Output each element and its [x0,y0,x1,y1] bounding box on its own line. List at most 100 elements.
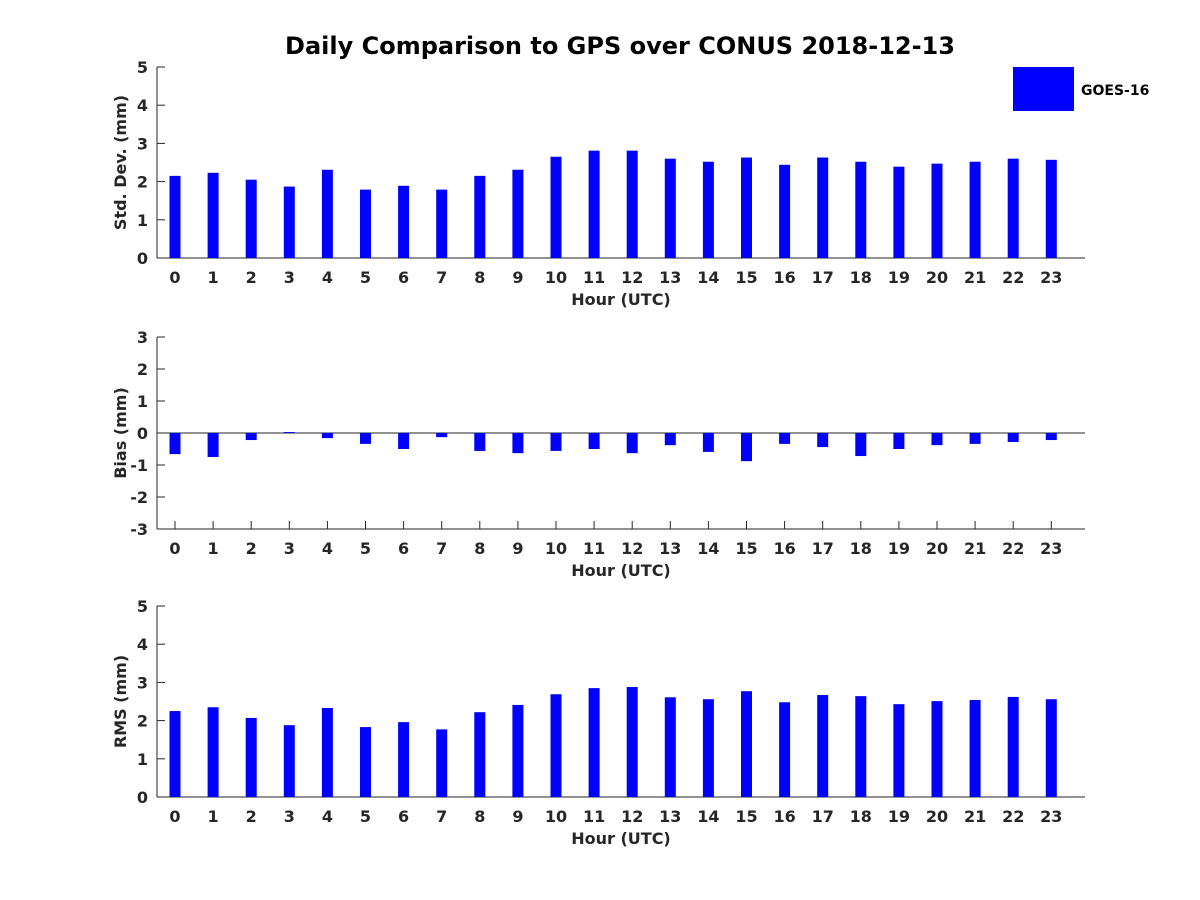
x-tick-label: 22 [1002,539,1024,558]
bar-hour-2 [245,433,257,441]
bar-hour-12 [626,433,638,454]
x-tick-label: 20 [926,539,948,558]
y-tick-label: 4 [137,635,148,654]
bar-hour-20 [931,163,943,258]
x-tick-label: 17 [812,268,834,287]
bar-hour-17 [817,433,829,448]
x-tick-label: 13 [659,539,681,558]
y-tick-label: 1 [137,211,148,230]
x-tick-label: 21 [964,539,986,558]
x-tick-label: 18 [850,539,872,558]
x-tick-label: 1 [208,539,219,558]
x-tick-label: 6 [398,268,409,287]
bar-hour-13 [664,433,676,446]
chart-title: Daily Comparison to GPS over CONUS 2018-… [285,32,955,60]
bar-hour-0 [169,433,181,455]
x-tick-label: 4 [322,807,333,826]
x-tick-label: 12 [621,539,643,558]
bar-hour-14 [702,433,714,452]
bar-hour-15 [741,433,752,462]
bar-hour-18 [855,696,867,797]
y-tick-label: 2 [137,360,148,379]
x-tick-label: 14 [697,539,719,558]
bar-hour-10 [550,433,562,451]
x-tick-label: 18 [850,807,872,826]
bar-hour-0 [169,711,181,797]
legend-label: GOES-16 [1081,83,1149,99]
x-tick-label: 16 [773,539,795,558]
x-tick-label: 8 [474,268,485,287]
bar-hour-3 [283,432,295,433]
bar-hour-15 [741,691,752,797]
bar-hour-18 [855,433,867,457]
bar-hour-0 [169,175,181,258]
x-tick-label: 7 [436,539,447,558]
x-axis-label: Hour (UTC) [571,829,671,848]
y-axis-label: Std. Dev. (mm) [111,95,130,230]
bar-hour-4 [321,433,333,439]
bar-hour-9 [512,704,524,797]
bar-hour-8 [474,433,486,451]
x-tick-label: 4 [322,539,333,558]
x-tick-label: 10 [545,539,567,558]
x-tick-label: 13 [659,807,681,826]
y-tick-label: -3 [130,520,148,539]
bar-hour-1 [207,433,219,457]
x-tick-label: 15 [735,807,757,826]
x-tick-label: 1 [208,807,219,826]
x-tick-label: 5 [360,539,371,558]
bar-hour-16 [779,702,791,797]
bar-hour-21 [969,161,981,258]
x-tick-label: 18 [850,268,872,287]
bar-hour-23 [1045,159,1057,258]
bar-hour-23 [1045,699,1057,797]
y-tick-label: 3 [137,673,148,692]
bar-hour-14 [702,699,714,797]
bar-hour-11 [588,150,600,258]
bar-hour-22 [1007,696,1019,797]
bar-hour-17 [817,695,829,797]
bar-hour-19 [893,166,905,258]
x-tick-label: 6 [398,807,409,826]
bar-hour-4 [321,707,333,797]
bar-hour-5 [360,433,371,444]
y-tick-label: 2 [137,712,148,731]
x-tick-label: 3 [284,539,295,558]
x-tick-label: 9 [512,539,523,558]
bar-hour-21 [969,699,981,797]
x-tick-label: 2 [246,539,257,558]
x-tick-label: 15 [735,268,757,287]
x-tick-label: 13 [659,268,681,287]
y-tick-label: 3 [137,134,148,153]
bar-hour-21 [969,433,981,444]
x-tick-label: 21 [964,268,986,287]
bar-hour-16 [779,164,791,258]
y-tick-label: 0 [137,249,148,268]
y-tick-label: 1 [137,392,148,411]
bar-hour-13 [664,158,676,258]
y-tick-label: 1 [137,750,148,769]
bar-hour-2 [245,179,257,258]
y-tick-label: 2 [137,173,148,192]
x-tick-label: 2 [246,807,257,826]
x-tick-label: 12 [621,268,643,287]
bar-hour-6 [398,433,410,449]
bar-hour-10 [550,694,562,797]
x-tick-label: 14 [697,268,719,287]
x-tick-label: 15 [735,539,757,558]
x-tick-label: 5 [360,807,371,826]
bar-hour-5 [360,189,371,258]
x-tick-label: 11 [583,268,605,287]
bar-hour-18 [855,161,867,258]
bar-hour-12 [626,150,638,258]
bar-hour-16 [779,433,791,444]
x-tick-label: 20 [926,807,948,826]
bar-hour-15 [741,157,752,258]
legend-swatch [1013,67,1074,111]
y-tick-label: 5 [137,597,148,616]
bar-hour-9 [512,433,524,454]
x-tick-label: 7 [436,268,447,287]
x-tick-label: 16 [773,268,795,287]
